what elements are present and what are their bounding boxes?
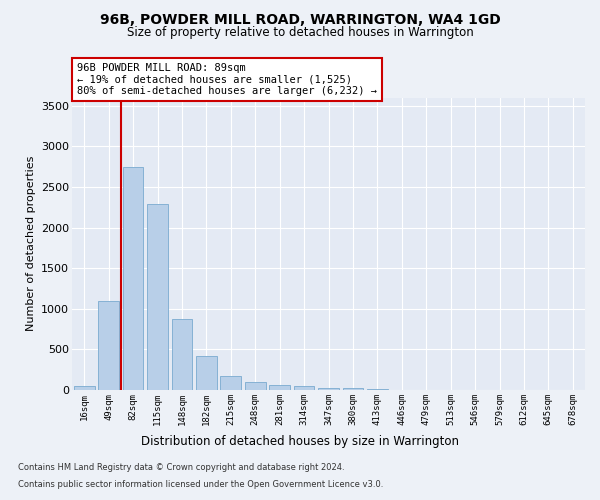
Bar [318,388,339,390]
Bar [122,168,143,390]
Y-axis label: Number of detached properties: Number of detached properties [26,156,35,332]
Bar [196,356,217,390]
Text: 96B POWDER MILL ROAD: 89sqm
← 19% of detached houses are smaller (1,525)
80% of : 96B POWDER MILL ROAD: 89sqm ← 19% of det… [77,63,377,96]
Bar [172,318,193,390]
Bar [245,382,266,390]
Bar [74,386,95,390]
Text: 96B, POWDER MILL ROAD, WARRINGTON, WA4 1GD: 96B, POWDER MILL ROAD, WARRINGTON, WA4 1… [100,12,500,26]
Text: Contains HM Land Registry data © Crown copyright and database right 2024.: Contains HM Land Registry data © Crown c… [18,464,344,472]
Text: Size of property relative to detached houses in Warrington: Size of property relative to detached ho… [127,26,473,39]
Bar [367,389,388,390]
Text: Contains public sector information licensed under the Open Government Licence v3: Contains public sector information licen… [18,480,383,489]
Bar [269,385,290,390]
Text: Distribution of detached houses by size in Warrington: Distribution of detached houses by size … [141,435,459,448]
Bar [147,204,168,390]
Bar [220,376,241,390]
Bar [343,388,364,390]
Bar [98,300,119,390]
Bar [293,386,314,390]
